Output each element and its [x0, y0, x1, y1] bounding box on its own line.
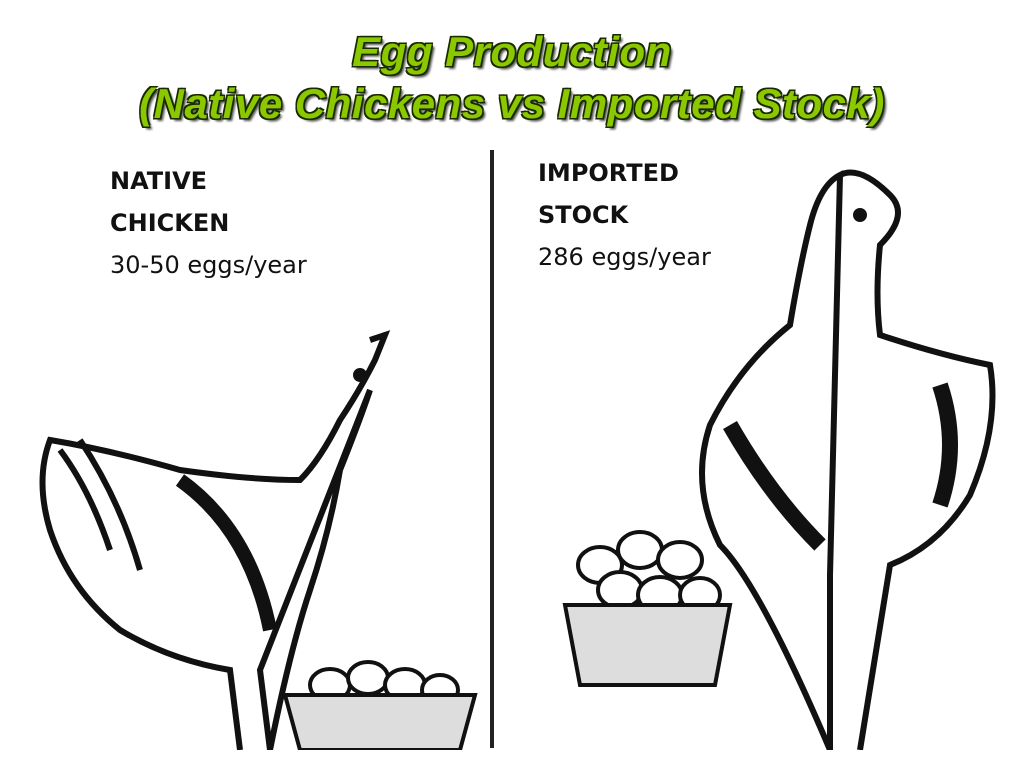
native-heading-2: CHICKEN: [110, 209, 230, 237]
egg-basket-icon: [282, 660, 478, 750]
panel-divider: [490, 150, 494, 748]
hen-icon: [699, 169, 996, 750]
imported-stock-label: IMPORTED STOCK 286 eggs/year: [538, 152, 711, 278]
slide-title-line2: (Native Chickens vs Imported Stock): [139, 80, 885, 127]
imported-heading-1: IMPORTED: [538, 159, 679, 187]
native-egg-rate: 30-50 eggs/year: [110, 251, 307, 279]
slide-title-line1: Egg Production: [352, 28, 672, 75]
native-heading-1: NATIVE: [110, 167, 208, 195]
hen-icon: [39, 330, 391, 750]
imported-heading-2: STOCK: [538, 201, 629, 229]
egg-basket-icon: [562, 530, 733, 687]
imported-egg-rate: 286 eggs/year: [538, 243, 711, 271]
native-chicken-label: NATIVE CHICKEN 30-50 eggs/year: [110, 160, 307, 286]
imported-hen-illustration: [562, 169, 996, 750]
native-hen-illustration: [39, 330, 478, 750]
